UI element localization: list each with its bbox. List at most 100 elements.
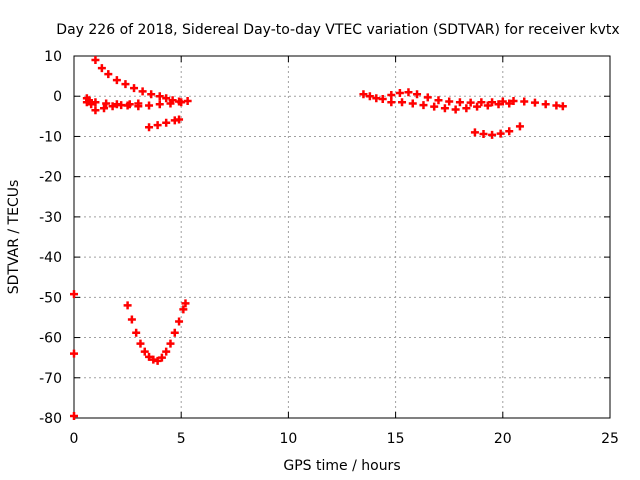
data-point [162, 347, 171, 356]
data-point [530, 98, 539, 107]
data-series [359, 88, 567, 111]
data-point [488, 130, 497, 139]
x-axis-title: GPS time / hours [283, 458, 400, 474]
data-point [404, 88, 413, 97]
data-point [520, 97, 529, 106]
data-point [155, 100, 164, 109]
data-point [91, 106, 100, 115]
data-point [505, 99, 514, 108]
data-point [100, 104, 109, 113]
data-point [509, 97, 518, 106]
data-point [359, 90, 368, 99]
data-series [123, 299, 190, 365]
data-point [483, 101, 492, 110]
data-point [87, 100, 96, 109]
data-series [82, 94, 96, 109]
plot-frame [73, 55, 611, 419]
data-point [395, 89, 404, 98]
data-point [408, 99, 417, 108]
y-tick-label: -70 [39, 371, 62, 387]
data-point [488, 98, 497, 107]
data-point [85, 96, 94, 105]
data-point [179, 305, 188, 314]
data-point [170, 328, 179, 337]
data-point [102, 99, 111, 108]
data-point [466, 98, 475, 107]
data-point [130, 84, 139, 93]
data-point [515, 122, 524, 131]
y-tick-label: -60 [39, 331, 62, 347]
data-point [155, 92, 164, 101]
data-point [70, 411, 78, 420]
grid [74, 56, 610, 418]
data-point [153, 121, 162, 130]
y-tick-label: -10 [39, 129, 62, 145]
data-point [462, 104, 471, 113]
x-tick-label: 20 [494, 431, 512, 447]
data-point [70, 290, 78, 299]
data-point [175, 317, 184, 326]
data-point [479, 130, 488, 139]
x-tick-label: 5 [177, 431, 186, 447]
data-point [145, 101, 154, 110]
data-point [498, 97, 507, 106]
data-points [70, 56, 567, 420]
y-tick-label: 10 [44, 49, 62, 65]
axis-ticks: 0 5 10 15 20 25 -80 -70 -60 -50 -40 -30 -20 -10 0 10 [39, 49, 619, 447]
data-series [91, 56, 184, 106]
data-point [117, 101, 126, 110]
y-tick-label: -40 [39, 250, 62, 266]
y-tick-label: -30 [39, 210, 62, 226]
data-point [365, 92, 374, 101]
data-point [496, 129, 505, 138]
data-point [145, 352, 154, 361]
chart-title: Day 226 of 2018, Sidereal Day-to-day VTE… [56, 22, 619, 38]
data-point [419, 101, 428, 110]
x-tick-label: 10 [279, 431, 297, 447]
data-series [91, 99, 143, 115]
x-tick-label: 15 [387, 431, 405, 447]
data-point [145, 123, 154, 132]
data-point [162, 94, 171, 103]
data-point [153, 356, 162, 365]
data-point [398, 98, 407, 107]
data-point [505, 127, 514, 136]
data-point [430, 102, 439, 111]
y-tick-label: 0 [53, 89, 62, 105]
data-point [477, 98, 486, 107]
data-point [132, 328, 141, 337]
data-point [162, 118, 171, 127]
data-point [473, 102, 482, 111]
x-tick-label: 25 [601, 431, 619, 447]
data-point [387, 91, 396, 100]
data-series [387, 98, 514, 114]
x-tick-label: 0 [70, 431, 79, 447]
y-tick-label: -50 [39, 290, 62, 306]
data-series [70, 290, 78, 420]
data-point [121, 80, 130, 89]
data-point [541, 100, 550, 109]
data-point [166, 339, 175, 348]
data-point [413, 90, 422, 99]
data-point [455, 98, 464, 107]
data-point [157, 353, 166, 362]
data-point [558, 102, 567, 111]
data-point [112, 76, 121, 85]
data-point [125, 100, 134, 109]
data-point [91, 56, 100, 65]
data-point [91, 98, 100, 107]
data-point [378, 95, 387, 104]
data-point [451, 105, 460, 114]
y-tick-label: -20 [39, 170, 62, 186]
data-point [140, 347, 149, 356]
data-point [104, 70, 113, 79]
data-point [181, 299, 190, 308]
data-point [434, 96, 443, 105]
data-point [175, 115, 184, 124]
y-tick-label: -80 [39, 411, 62, 427]
data-point [470, 128, 479, 137]
data-point [423, 93, 432, 102]
y-axis-title: SDTVAR / TECUs [6, 180, 22, 295]
data-point [108, 102, 117, 111]
